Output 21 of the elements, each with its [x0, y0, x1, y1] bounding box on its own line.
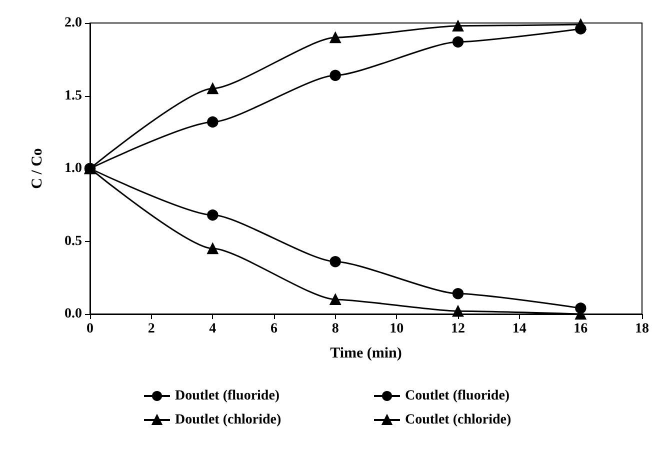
x-tick-label: 6 — [270, 322, 278, 336]
x-axis-title: Time (min) — [330, 346, 402, 362]
y-tick-label: 2.0 — [64, 16, 82, 30]
x-tick-label: 4 — [209, 322, 216, 336]
x-tick-label: 10 — [390, 322, 404, 336]
y-tick-label: 1.0 — [64, 161, 82, 176]
x-tick-label: 8 — [332, 322, 339, 336]
x-tick-label: 2 — [148, 322, 155, 336]
y-tick-label: 0.0 — [64, 306, 82, 322]
x-tick-label: 0 — [86, 322, 94, 336]
x-tick-label: 18 — [635, 322, 649, 336]
x-tick-label: 12 — [451, 322, 465, 336]
y-axis-title: C / Co — [30, 148, 46, 189]
y-tick-label: 1.5 — [64, 88, 82, 104]
x-tick-label: 16 — [574, 322, 588, 336]
legend-label: Coutlet (chloride) — [405, 412, 512, 428]
legend-label: Doutlet (chloride) — [175, 412, 282, 428]
x-tick-label: 14 — [512, 322, 526, 336]
y-tick-label: 0.5 — [64, 234, 82, 249]
legend-label: Doutlet (fluoride) — [175, 388, 280, 404]
legend-label: Coutlet (fluoride) — [405, 388, 510, 404]
